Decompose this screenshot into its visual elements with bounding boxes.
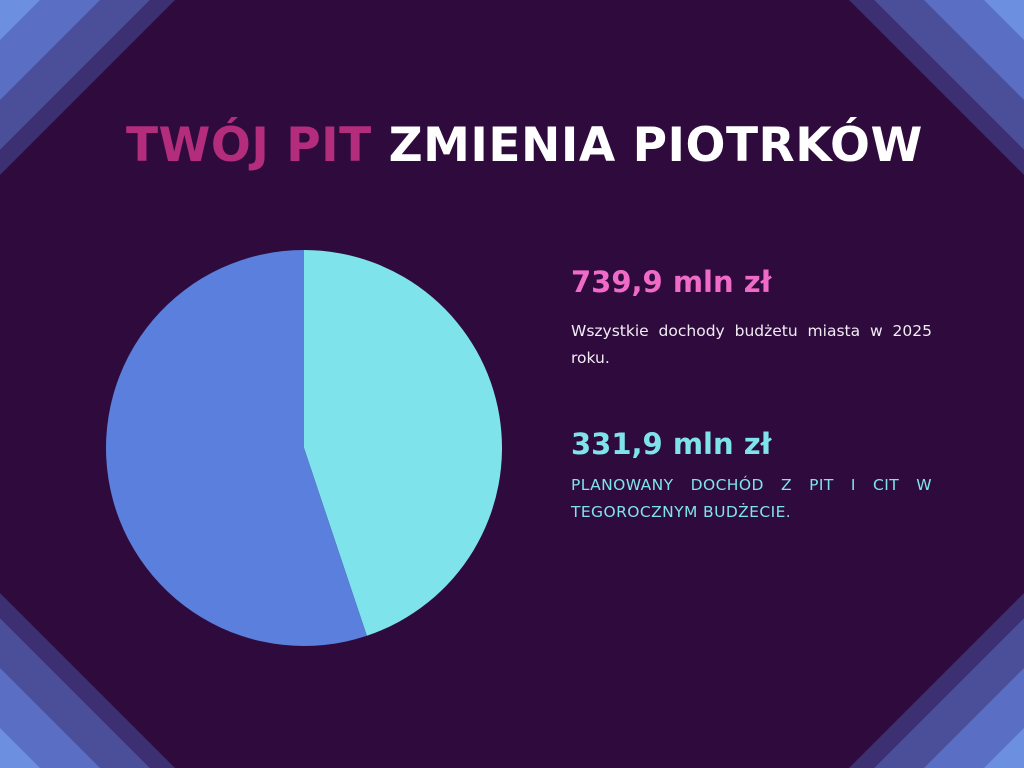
page-title: TWÓJ PIT ZMIENIA PIOTRKÓW [126, 118, 923, 174]
pit-income-value: 331,9 mln zł [571, 427, 772, 461]
title-accent: TWÓJ PIT [126, 118, 372, 173]
title-main: ZMIENIA PIOTRKÓW [388, 118, 923, 173]
total-income-description: Wszystkie dochody budżetu miasta w 2025 … [571, 322, 932, 367]
total-income-value: 739,9 mln zł [571, 265, 772, 299]
pie-slice-2 [105, 250, 367, 646]
pie-chart [105, 250, 502, 646]
pit-income-description: PLANOWANY DOCHÓD Z PIT I CIT W TEGOROCZN… [571, 476, 932, 521]
pie-slice-1 [304, 250, 502, 636]
